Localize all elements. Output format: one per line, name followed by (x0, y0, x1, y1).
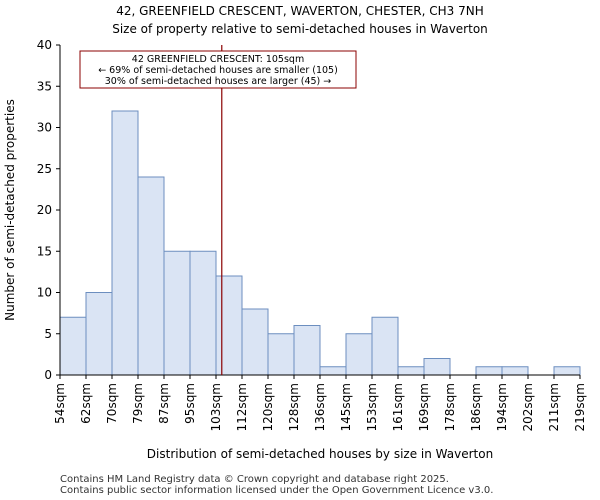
x-tick-label: 169sqm (417, 383, 431, 431)
x-tick-label: 87sqm (157, 383, 171, 424)
annotation-line-1: 42 GREENFIELD CRESCENT: 105sqm (132, 54, 304, 65)
x-tick-label: 194sqm (495, 383, 509, 431)
y-tick-label: 30 (37, 121, 52, 135)
bar-136sqm (319, 366, 347, 376)
chart-subtitle: Size of property relative to semi-detach… (112, 22, 488, 36)
y-tick-label: 40 (37, 38, 52, 52)
chart-title: 42, GREENFIELD CRESCENT, WAVERTON, CHEST… (116, 4, 484, 18)
bar-153sqm (371, 316, 399, 376)
bar-87sqm (163, 250, 191, 376)
bar-194sqm (501, 366, 529, 376)
annotation-box (79, 50, 357, 89)
x-tick-label: 136sqm (313, 383, 327, 431)
y-axis-label: Number of semi-detached properties (3, 99, 17, 321)
footer-copyright: Contains HM Land Registry data © Crown c… (60, 474, 449, 485)
x-tick-label: 112sqm (235, 383, 249, 431)
footer-licence: Contains public sector information licen… (60, 485, 494, 496)
x-tick-label: 95sqm (183, 383, 197, 424)
y-tick-label: 5 (44, 327, 52, 341)
x-tick-label: 62sqm (79, 383, 93, 424)
x-tick-label: 128sqm (287, 383, 301, 431)
x-tick-label: 186sqm (469, 383, 483, 431)
y-tick-label: 0 (44, 368, 52, 382)
x-tick-label: 178sqm (443, 383, 457, 431)
x-tick-label: 79sqm (131, 383, 145, 424)
bar-54sqm (59, 316, 87, 376)
x-tick-label: 153sqm (365, 383, 379, 431)
y-tick-label: 15 (37, 244, 52, 258)
bar-95sqm (189, 250, 217, 376)
y-tick-label: 25 (37, 162, 52, 176)
bar-211sqm (553, 366, 581, 376)
x-tick-label: 219sqm (573, 383, 587, 431)
x-tick-label: 211sqm (547, 383, 561, 431)
x-tick-label: 202sqm (521, 383, 535, 431)
x-tick-label: 103sqm (209, 383, 223, 431)
x-tick-label: 54sqm (53, 383, 67, 424)
bar-169sqm (423, 358, 451, 376)
x-tick-label: 120sqm (261, 383, 275, 431)
x-tick-label: 145sqm (339, 383, 353, 431)
bar-186sqm (475, 366, 503, 376)
bar-103sqm (215, 275, 243, 376)
annotation-line-3: 30% of semi-detached houses are larger (… (105, 76, 332, 87)
bar-112sqm (241, 308, 269, 376)
bar-128sqm (293, 325, 321, 376)
bar-62sqm (85, 292, 113, 376)
annotation-line-2: ← 69% of semi-detached houses are smalle… (98, 65, 338, 76)
bar-79sqm (137, 176, 165, 376)
bar-145sqm (345, 333, 373, 376)
bar-70sqm (111, 110, 139, 376)
x-tick-label: 161sqm (391, 383, 405, 431)
y-tick-label: 35 (37, 79, 52, 93)
x-axis-label: Distribution of semi-detached houses by … (147, 447, 493, 461)
bar-161sqm (397, 366, 425, 376)
y-tick-label: 10 (37, 286, 52, 300)
y-tick-label: 20 (37, 203, 52, 217)
bar-120sqm (267, 333, 295, 376)
x-tick-label: 70sqm (105, 383, 119, 424)
